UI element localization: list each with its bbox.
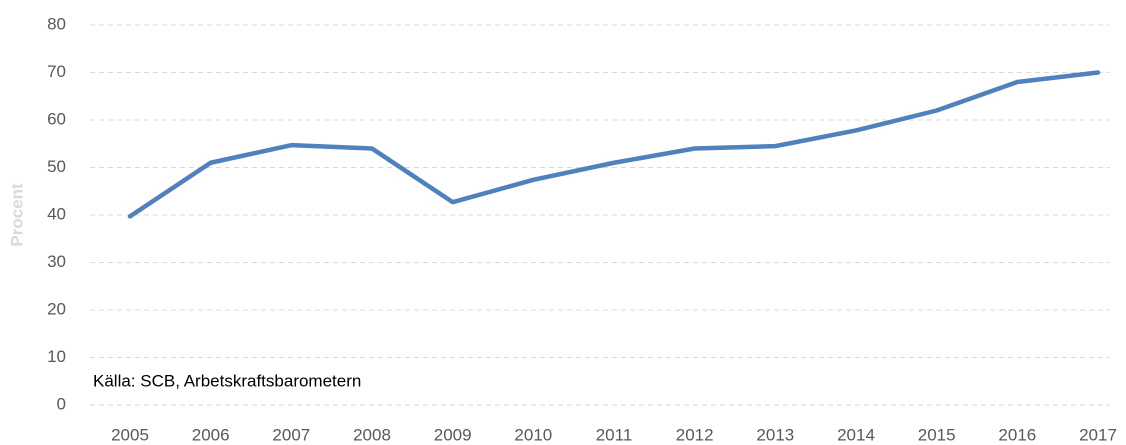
x-tick-label: 2011 xyxy=(596,425,633,444)
x-tick-label: 2010 xyxy=(514,425,552,444)
x-tick-label: 2014 xyxy=(837,425,875,444)
x-tick-label: 2015 xyxy=(918,425,956,444)
y-tick-label: 40 xyxy=(47,204,66,223)
y-tick-label: 60 xyxy=(47,109,66,128)
x-tick-label: 2009 xyxy=(434,425,472,444)
x-tick-label: 2017 xyxy=(1079,425,1117,444)
y-tick-label: 30 xyxy=(47,252,66,271)
x-tick-label: 2005 xyxy=(111,425,149,444)
x-tick-label: 2012 xyxy=(676,425,714,444)
x-tick-label: 2006 xyxy=(192,425,230,444)
y-tick-label: 80 xyxy=(47,14,66,33)
annotation: Källa: SCB, Arbetskraftsbarometern xyxy=(93,371,361,390)
y-tick-label: 0 xyxy=(57,394,66,413)
x-tick-label: 2013 xyxy=(756,425,794,444)
x-tick-label: 2007 xyxy=(272,425,310,444)
y-tick-label: 70 xyxy=(47,62,66,81)
x-tick-label: 2016 xyxy=(998,425,1036,444)
y-tick-label: 20 xyxy=(47,299,66,318)
y-tick-label: 10 xyxy=(47,347,66,366)
x-tick-label: 2008 xyxy=(353,425,391,444)
y-tick-label: 50 xyxy=(47,157,66,176)
y-axis-label: Procent xyxy=(7,183,26,247)
line xyxy=(127,70,1101,219)
